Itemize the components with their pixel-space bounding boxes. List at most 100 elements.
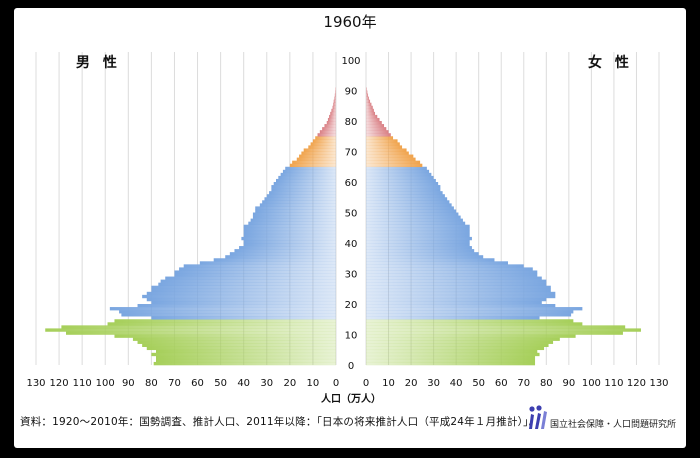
male-bar-age-16 xyxy=(121,313,336,317)
male-bar-age-14 xyxy=(114,319,336,323)
female-bar-age-59 xyxy=(366,182,439,186)
male-bar-age-36 xyxy=(229,252,336,256)
female-bar-age-13 xyxy=(366,322,583,326)
institute-logo-icon xyxy=(529,405,547,429)
male-bar-age-21 xyxy=(146,297,336,302)
male-bar-age-72 xyxy=(310,142,336,146)
female-bar-age-23 xyxy=(366,291,556,296)
female-x-tick-label: 60 xyxy=(495,378,508,389)
female-bar-age-31 xyxy=(366,267,533,271)
male-bar-age-57 xyxy=(271,188,336,192)
age-tick-label: 100 xyxy=(341,56,360,67)
male-x-tick-label: 130 xyxy=(26,378,45,389)
female-bar-age-21 xyxy=(366,297,547,302)
female-x-tick-label: 20 xyxy=(405,378,418,389)
male-bar-age-53 xyxy=(262,200,336,204)
male-x-tick-label: 120 xyxy=(50,378,69,389)
female-bar-age-16 xyxy=(366,313,572,317)
female-bar-age-86 xyxy=(366,99,371,103)
male-bar-age-61 xyxy=(278,175,336,180)
male-bar-age-79 xyxy=(326,121,336,125)
male-bar-age-65 xyxy=(289,163,336,168)
female-bar-age-57 xyxy=(366,188,441,192)
male-bar-age-5 xyxy=(146,346,336,351)
female-bar-age-49 xyxy=(366,212,459,216)
male-bar-age-47 xyxy=(250,218,336,222)
male-bar-age-59 xyxy=(273,182,336,186)
female-bar-age-45 xyxy=(366,224,470,229)
female-bar-age-65 xyxy=(366,163,423,168)
age-tick-label: 10 xyxy=(345,331,358,342)
male-label: 男 性 xyxy=(76,54,121,71)
male-bar-age-26 xyxy=(158,282,336,286)
source-footnote: 資料：1920～2010年：国勢調査、推計人口、2011年以降：「日本の将来推計… xyxy=(20,416,540,428)
male-bar-age-31 xyxy=(179,267,336,271)
male-bar-age-49 xyxy=(252,212,336,216)
female-bar-age-0 xyxy=(366,361,536,366)
male-bar-age-46 xyxy=(248,221,336,225)
female-bar-age-35 xyxy=(366,255,484,259)
male-bar-age-86 xyxy=(333,99,336,103)
female-bar-age-18 xyxy=(366,307,583,311)
male-bar-age-10 xyxy=(66,331,336,335)
male-bar-age-8 xyxy=(132,337,336,341)
male-bar-age-52 xyxy=(259,203,336,207)
male-x-tick-label: 70 xyxy=(168,378,181,389)
female-x-tick-label: 30 xyxy=(427,378,440,389)
male-bar-age-27 xyxy=(160,279,336,283)
male-bar-age-69 xyxy=(301,151,336,155)
male-bar-age-64 xyxy=(285,166,336,171)
male-x-tick-label: 10 xyxy=(307,378,320,389)
female-bar-age-76 xyxy=(366,130,389,134)
female-bar-age-36 xyxy=(366,252,479,256)
age-tick-label: 50 xyxy=(345,209,358,220)
male-bar-age-2 xyxy=(156,355,336,360)
female-bar-age-88 xyxy=(366,93,369,97)
male-bar-age-6 xyxy=(142,343,336,347)
female-bar-age-26 xyxy=(366,282,547,286)
female-bar-age-37 xyxy=(366,249,475,253)
male-x-tick-label: 90 xyxy=(122,378,135,389)
female-bar-age-27 xyxy=(366,279,547,283)
female-x-tick-label: 10 xyxy=(382,378,395,389)
male-bar-age-71 xyxy=(308,145,336,149)
female-bar-age-17 xyxy=(366,310,574,314)
female-bar-age-79 xyxy=(366,121,382,125)
female-bar-age-87 xyxy=(366,96,369,100)
female-bar-age-54 xyxy=(366,197,448,201)
female-bar-age-80 xyxy=(366,117,380,122)
male-bar-age-0 xyxy=(153,361,336,366)
female-label: 女 性 xyxy=(588,54,633,71)
age-tick-label: 40 xyxy=(345,239,358,250)
female-bar-age-68 xyxy=(366,154,414,158)
female-bar-age-10 xyxy=(366,331,623,335)
female-bar-age-75 xyxy=(366,133,391,137)
male-bar-age-54 xyxy=(264,197,336,201)
female-bar-age-56 xyxy=(366,191,443,195)
male-bar-age-37 xyxy=(234,249,336,253)
female-bar-age-78 xyxy=(366,124,385,128)
male-bar-age-40 xyxy=(243,239,336,244)
male-bar-age-63 xyxy=(282,169,336,174)
age-tick-label: 60 xyxy=(345,178,358,189)
female-x-tick-label: 70 xyxy=(517,378,530,389)
male-bar-age-32 xyxy=(183,264,336,268)
male-bar-age-7 xyxy=(137,340,336,344)
female-bar-age-34 xyxy=(366,258,495,262)
female-bar-age-32 xyxy=(366,264,524,268)
female-bar-age-46 xyxy=(366,221,466,225)
male-bar-age-34 xyxy=(213,258,336,262)
age-tick-label: 70 xyxy=(345,148,358,159)
female-bar-age-61 xyxy=(366,175,434,180)
female-bar-age-1 xyxy=(366,358,536,363)
male-bar-age-20 xyxy=(151,300,336,305)
female-bar-age-51 xyxy=(366,206,454,210)
female-bar-age-3 xyxy=(366,352,540,357)
male-bar-age-76 xyxy=(319,130,336,134)
female-bar-age-71 xyxy=(366,145,403,149)
male-bar-age-78 xyxy=(324,124,336,128)
female-x-tick-label: 40 xyxy=(450,378,463,389)
male-bar-age-80 xyxy=(327,117,336,122)
male-bar-age-9 xyxy=(114,334,336,338)
female-x-tick-label: 0 xyxy=(363,378,369,389)
